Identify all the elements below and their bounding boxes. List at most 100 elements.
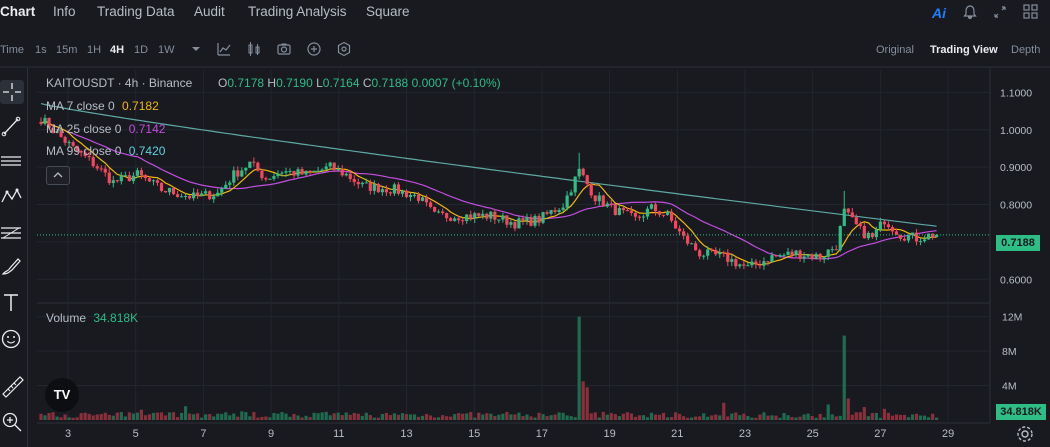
volume-bar [521,415,525,420]
candle-body [123,175,127,177]
volume-bar [834,416,838,420]
candle-body [517,218,521,229]
crosshair-tool[interactable] [0,80,24,104]
tab-trading-data[interactable]: Trading Data [97,4,175,19]
volume-bar [914,413,919,420]
trendline-tool[interactable] [0,114,24,138]
candle-body [445,213,449,219]
candle-body [75,145,79,152]
interval-1h[interactable]: 1H [87,44,102,56]
candle-body [545,212,549,214]
candle-body [316,170,320,172]
expand-icon[interactable] [992,4,1008,20]
interval-1s[interactable]: 1s [35,44,47,56]
volume-bar [802,414,806,420]
volume-bar [465,413,469,420]
candle-body [352,179,356,183]
volume-legend: Volume 34.818K [46,311,138,325]
gear-icon[interactable] [1015,424,1035,444]
volume-bar [553,414,557,420]
bell-icon[interactable] [962,4,978,20]
candle-type-icon[interactable] [246,41,262,57]
collapse-legend-button[interactable] [46,166,70,185]
volume-bar [228,415,232,420]
ma99-legend[interactable]: MA 99 close 0 0.7420 [46,144,165,158]
candle-body [649,204,654,209]
tab-audit[interactable]: Audit [194,4,225,19]
candle-body [754,261,758,265]
candle-body [758,264,762,266]
indicator-icon[interactable] [216,41,232,57]
volume-bar [332,413,336,420]
volume-bar [328,415,332,420]
volume-bar [424,413,429,420]
interval-1w[interactable]: 1W [158,44,175,56]
fib-tool[interactable] [0,219,24,243]
horizontal-lines-tool[interactable] [0,149,24,173]
settings-hex-icon[interactable] [336,41,352,57]
candle-body [131,175,135,182]
text-tool[interactable] [0,290,24,314]
volume-bar [617,416,621,420]
add-indicator-icon[interactable] [306,41,322,57]
candle-body [501,215,505,220]
ma25-legend[interactable]: MA 25 close 0 0.7142 [46,122,165,136]
ma7-value: 0.7182 [122,99,159,113]
grid-layout-icon[interactable] [1022,3,1040,21]
tab-info[interactable]: Info [53,4,76,19]
volume-bar [404,414,409,420]
candle-body [240,170,244,177]
tab-trading-analysis[interactable]: Trading Analysis [248,4,347,19]
time-label[interactable]: Time [0,44,25,56]
volume-bar [485,413,489,420]
view-original[interactable]: Original [876,44,914,56]
tab-square[interactable]: Square [366,4,410,19]
interval-4h[interactable]: 4H [110,44,125,56]
view-trading-view[interactable]: Trading View [930,44,998,56]
volume-bar [196,413,200,420]
chevron-up-icon [53,172,63,178]
candle-body [103,168,107,173]
volume-bar [529,416,533,420]
ruler-tool[interactable] [0,374,24,398]
time-axis-label: 17 [536,428,548,440]
candle-body [529,216,533,226]
volume-bar [304,415,308,420]
interval-1d[interactable]: 1D [134,44,149,56]
brush-tool[interactable] [0,254,24,278]
tab-chart[interactable]: Chart [0,4,36,19]
ai-icon[interactable]: Ai [932,5,946,21]
volume-bar [264,416,268,420]
volume-bar [392,413,397,420]
view-depth[interactable]: Depth [1011,44,1041,56]
volume-bar [722,402,726,420]
candle-body [653,204,658,212]
time-axis-label: 27 [874,428,886,440]
interval-15m[interactable]: 15m [56,44,78,56]
volume-bar [232,413,236,420]
volume-bar [95,414,99,420]
volume-bar [762,412,766,420]
candle-body [171,187,176,195]
pattern-tool[interactable] [0,184,24,208]
open-value: 0.7178 [227,76,265,90]
ma7-legend[interactable]: MA 7 close 0 0.7182 [46,99,159,113]
volume-bar [159,412,164,420]
candle-body [581,168,585,176]
dropdown-caret-icon[interactable] [188,41,204,57]
volume-bar [163,415,168,420]
candle-body [292,170,296,176]
volume-bar [428,415,433,420]
volume-bar [601,411,605,420]
candle-body [143,175,148,179]
camera-icon[interactable] [276,41,292,57]
volume-bar [91,415,95,420]
volume-bar [770,415,774,420]
candle-body [750,261,754,266]
candle-body [834,249,838,251]
volume-bar [878,417,883,420]
emoji-tool[interactable] [0,326,24,350]
zoom-tool[interactable] [0,410,24,434]
candle-body [115,180,119,182]
